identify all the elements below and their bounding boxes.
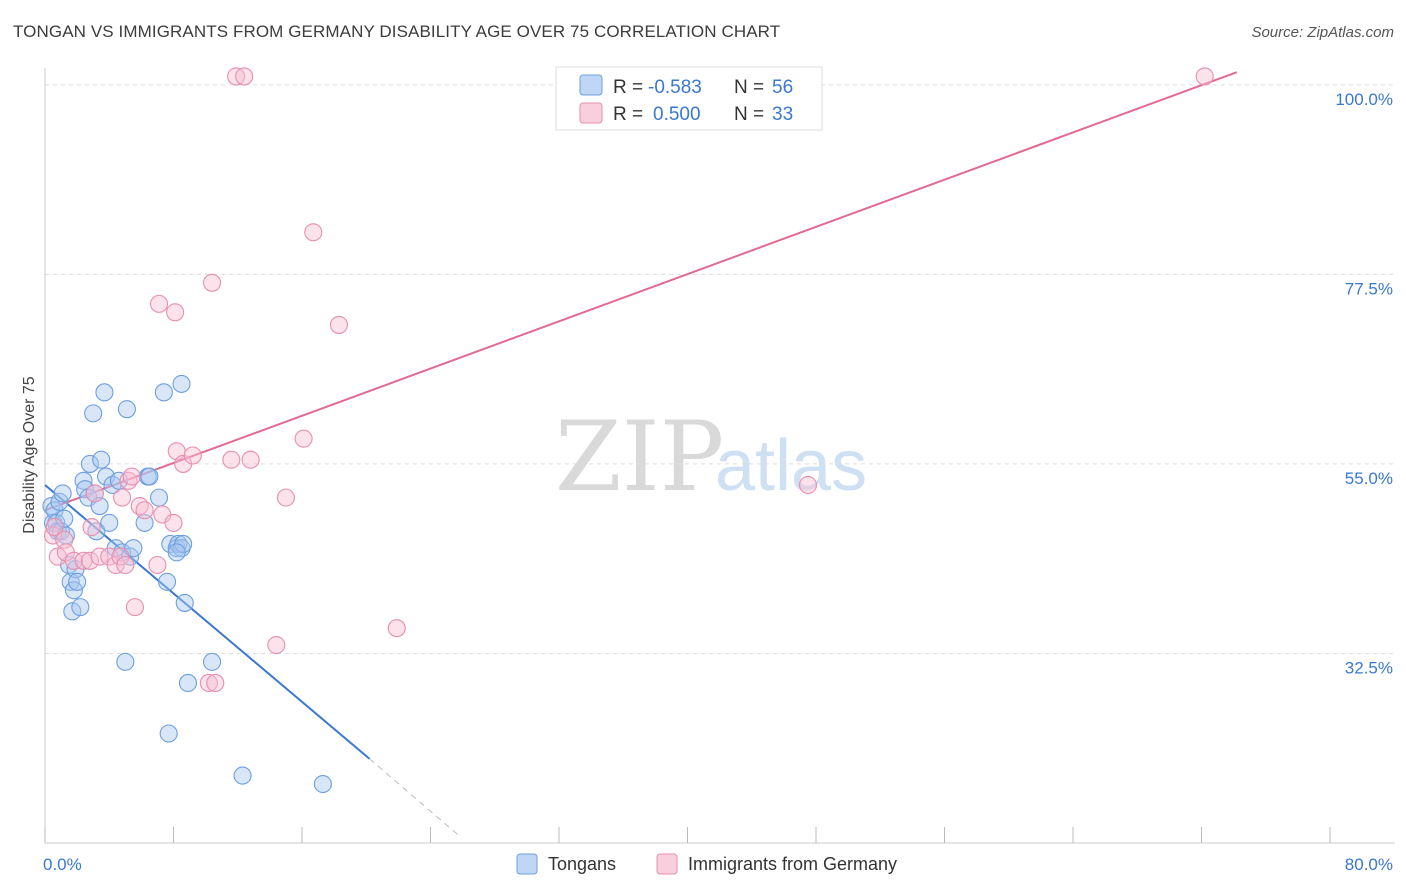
germany-point	[294, 429, 313, 448]
germany-point	[111, 547, 130, 566]
germany-point	[206, 673, 225, 692]
germany-point	[183, 446, 202, 465]
legend-r-value-germany: 0.500	[653, 104, 701, 125]
tongans-point	[63, 602, 82, 621]
tongans-point	[117, 400, 136, 419]
bottom-legend-swatch-germany	[656, 853, 678, 875]
y-tick-label: 100.0%	[1335, 90, 1393, 109]
tongans-point	[124, 539, 143, 558]
axes	[44, 68, 1395, 844]
germany-point	[387, 619, 406, 638]
tongans-point	[167, 543, 186, 562]
germany-point	[166, 303, 185, 322]
tongans-point	[100, 513, 119, 532]
y-axis-label: Disability Age Over 75	[21, 376, 38, 534]
tongans-point	[71, 598, 90, 617]
watermark-zip: ZIP	[555, 401, 724, 513]
germany-point	[235, 67, 254, 86]
tongans-point	[116, 652, 135, 671]
germany-point	[116, 555, 135, 575]
germany-point	[149, 294, 169, 313]
tongans-point	[149, 488, 169, 507]
tongans-point	[53, 484, 72, 503]
bottom-legend-label-germany: Immigrants from Germany	[688, 854, 897, 874]
germany-point	[113, 488, 132, 507]
germany-point	[80, 551, 100, 570]
legend-swatch-tongans	[579, 74, 603, 96]
tongans-point	[175, 593, 194, 612]
y-tick-label: 32.5%	[1345, 658, 1393, 677]
germany-point	[106, 555, 125, 575]
tongans-point	[80, 454, 100, 473]
x-tick-label: 80.0%	[1345, 855, 1393, 874]
germany-point	[203, 273, 222, 292]
source-label: Source: ZipAtlas.com	[1251, 24, 1394, 41]
chart-title: TONGAN VS IMMIGRANTS FROM GERMANY DISABI…	[13, 22, 781, 41]
grid-lines	[45, 84, 1395, 654]
x-tick-label: 0.0%	[43, 855, 82, 874]
tongans-point	[68, 572, 87, 591]
germany-point	[329, 315, 348, 334]
tongans-point	[92, 450, 111, 469]
germany-point	[90, 547, 109, 566]
germany-point	[199, 673, 218, 692]
legend-r-label-germany: R =	[613, 104, 643, 125]
scatter-points	[42, 67, 1214, 794]
legend-n-value-germany: 33	[772, 104, 793, 125]
tick-labels: 32.5% 55.0% 77.5% 100.0% 0.0% 80.0%	[43, 90, 1393, 874]
legend-swatch-germany	[579, 102, 603, 124]
tongans-point	[159, 724, 178, 743]
germany-point	[125, 598, 144, 617]
legend-r-value-tongans: -0.583	[648, 77, 702, 98]
germany-point	[276, 488, 295, 507]
tongans-point	[95, 383, 114, 402]
tongans-point	[140, 467, 159, 486]
tongans-point	[158, 572, 177, 591]
germany-point	[148, 555, 167, 575]
legend-r-label-tongans: R =	[613, 77, 643, 98]
tongans-point	[84, 404, 103, 423]
germany-trend-line	[44, 71, 1238, 512]
germany-point	[135, 501, 154, 520]
germany-point	[45, 518, 64, 537]
tongans-point	[154, 383, 173, 402]
tongans-point	[203, 652, 222, 671]
germany-point	[304, 223, 323, 242]
bottom-legend-swatch-tongans	[516, 853, 538, 875]
germany-point	[164, 513, 183, 532]
germany-point	[798, 475, 818, 495]
tongans-point	[178, 673, 198, 692]
bottom-legend-label-tongans: Tongans	[548, 854, 616, 874]
legend: R = -0.583 N = 56 R = 0.500 N = 33	[555, 66, 823, 131]
tongans-point	[172, 374, 191, 393]
germany-point	[122, 467, 141, 486]
bottom-legend: Tongans Immigrants from Germany	[516, 853, 897, 875]
germany-point	[222, 450, 241, 469]
legend-n-label-tongans: N =	[734, 77, 764, 98]
germany-point	[267, 635, 286, 655]
tongans-point	[233, 766, 252, 785]
tongans-point	[313, 774, 332, 794]
y-tick-label: 55.0%	[1345, 469, 1393, 488]
legend-n-value-tongans: 56	[772, 77, 793, 98]
germany-point	[82, 518, 101, 537]
legend-n-label-germany: N =	[734, 104, 764, 125]
germany-point	[85, 484, 104, 503]
tongans-trend-extension	[369, 758, 459, 835]
y-tick-label: 77.5%	[1345, 279, 1393, 298]
germany-point	[1195, 67, 1214, 86]
tongans-point	[135, 513, 154, 532]
watermark-atlas: atlas	[715, 426, 867, 506]
germany-point	[241, 450, 260, 469]
germany-point	[64, 551, 83, 570]
